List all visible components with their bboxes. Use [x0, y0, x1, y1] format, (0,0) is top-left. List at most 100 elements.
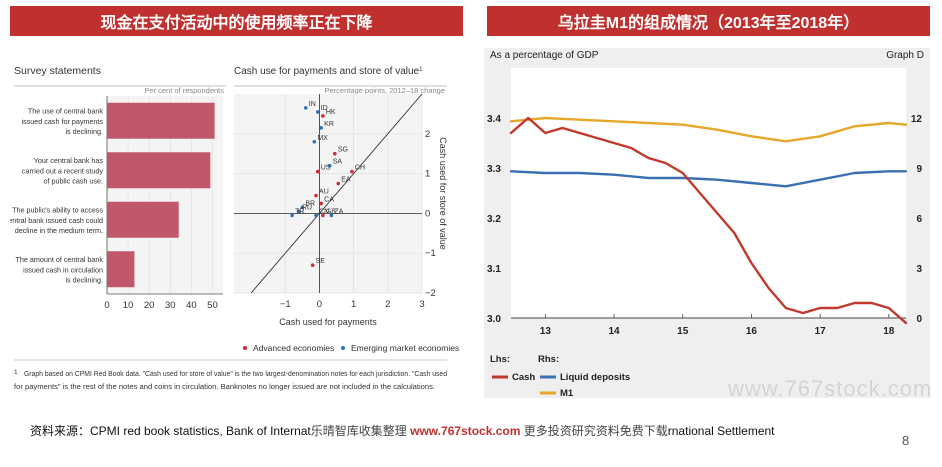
scatter-x-tick-label: 3: [419, 299, 424, 310]
bar-x-tick-label: 30: [165, 300, 176, 311]
bar-x-tick-label: 0: [104, 300, 109, 311]
scatter-point: [314, 193, 318, 198]
scatter-x-tick-label: −1: [280, 299, 291, 310]
scatter-subtitle: Percentage points, 2012–18 change: [324, 86, 445, 95]
scatter-point-label: RU: [302, 204, 312, 211]
scatter-point: [310, 263, 315, 267]
left-charts-svg: Survey statements Per cent of respondents…: [5, 65, 459, 391]
scatter-x-tick-label: 0: [317, 299, 322, 310]
legend-m1-label: M1: [560, 388, 574, 398]
bar-category-label: decline in the medium term.: [15, 226, 103, 235]
bar-category-label: issued cash for payments: [22, 117, 104, 126]
overlay-site[interactable]: www.767stock.com: [410, 424, 521, 438]
legend-marker-advanced: [243, 346, 247, 350]
scatter-point-label: IN: [309, 101, 316, 108]
scatter-point-label: US: [321, 165, 331, 172]
legend-lhs-heading: Lhs:: [490, 354, 510, 365]
scatter-x-axis-title: Cash used for payments: [279, 317, 377, 327]
bar-category-label: Your central bank has: [34, 156, 104, 165]
scatter-point-label: BR: [305, 200, 315, 207]
scatter-point: [350, 169, 354, 174]
scatter-x-tick-label: 2: [385, 299, 390, 310]
page-number: 8: [902, 433, 910, 448]
source-footer: 资料来源：CPMI red book statistics, Bank of I…: [30, 422, 775, 439]
bar-category-label: is declining.: [65, 276, 103, 285]
line-x-tick-label: 13: [540, 326, 552, 337]
left-axis-tick-label: 3.2: [487, 214, 501, 225]
bar-category-label: The amount of central bank: [16, 255, 104, 264]
scatter-plot-background: [234, 94, 422, 293]
bar: [107, 251, 135, 288]
line-x-tick-label: 16: [746, 326, 758, 337]
scatter-point: [319, 126, 323, 130]
scatter-point-label: KR: [324, 121, 334, 128]
scatter-diagonal-line: [250, 93, 423, 294]
scatter-point: [327, 163, 332, 168]
right-axis-tick-label: 12: [911, 114, 923, 125]
right-axis-tick-label: 6: [916, 214, 922, 225]
bar: [107, 102, 215, 139]
scatter-point-label: CN: [319, 208, 329, 215]
bar-category-label: of public cash use.: [43, 177, 103, 186]
bar-category-label: is declining.: [65, 127, 103, 136]
left-axis-tick-label: 3.3: [487, 164, 501, 175]
footnote-marker: 1: [14, 369, 18, 376]
scatter-title-footnote-marker: 1: [419, 67, 423, 73]
scatter-point-label: GB: [326, 208, 336, 215]
left-chart-panel: Survey statements Per cent of respondents…: [5, 48, 463, 396]
legend-label-advanced: Advanced economies: [253, 343, 334, 353]
bar-category-label: issued cash in circulation: [23, 265, 103, 274]
bar-x-tick-label: 50: [207, 300, 218, 311]
watermark: www.767stock.com: [728, 376, 933, 401]
left-axis-tick-label: 3.4: [487, 114, 501, 125]
scatter-point: [303, 106, 308, 110]
scatter-y-tick-label: 2: [425, 129, 430, 140]
line-series-cash: [509, 116, 908, 325]
bar-x-tick-label: 20: [144, 300, 155, 311]
line-series-liquid-deposits: [509, 170, 908, 188]
bar-chart-unit-label: Per cent of respondents: [144, 86, 224, 95]
line-chart-unit-title: As a percentage of GDP: [490, 50, 599, 61]
scatter-title: Cash use for payments and store of value…: [234, 66, 423, 77]
legend-liquid-deposits-label: Liquid deposits: [560, 372, 630, 383]
scatter-point-label: ID: [321, 105, 328, 112]
right-axis-tick-label: 0: [916, 314, 922, 325]
right-axis-tick-label: 3: [916, 264, 922, 275]
scatter-point: [321, 114, 325, 118]
scatter-point: [300, 205, 305, 210]
scatter-point: [297, 209, 301, 214]
left-banner-title: 现金在支付活动中的使用频率正在下降: [10, 6, 463, 36]
scatter-point-label: CH: [355, 165, 365, 172]
scatter-point: [329, 213, 334, 218]
scatter-point-label: HK: [326, 109, 336, 116]
bar-x-tick-label: 10: [123, 300, 134, 311]
scatter-point-label: SE: [316, 258, 326, 265]
scatter-point-label: TR: [295, 208, 304, 215]
bar-category-label: carried out a recent study: [22, 166, 104, 175]
bar-chart-title: Survey statements: [14, 65, 101, 77]
scatter-point-label: SA: [333, 159, 343, 166]
right-axis-tick-label: 9: [916, 164, 922, 175]
scatter-point: [336, 181, 341, 186]
scatter-y-axis-title: Cash used for store of value: [438, 137, 448, 250]
line-x-tick-label: 15: [677, 326, 689, 337]
scatter-y-tick-label: 1: [425, 169, 430, 180]
scatter-point: [333, 151, 337, 156]
scatter-point: [312, 139, 317, 144]
legend-rhs-heading: Rhs:: [538, 354, 559, 365]
m1-line-chart-svg: As a percentage of GDP Graph D 3.0 3.1 3.2 3.…: [487, 50, 924, 399]
scatter-point-label: MX: [317, 135, 328, 142]
scatter-point-label: CA: [324, 196, 334, 203]
scatter-point: [315, 110, 320, 114]
bar-category-label: The use of central bank: [28, 106, 104, 115]
line-plot-background: [511, 68, 906, 318]
bar: [107, 152, 211, 189]
scatter-point-label: AU: [319, 188, 329, 195]
scatter-y-tick-label: −2: [425, 288, 436, 299]
bar-category-label: central bank issued cash could: [10, 216, 103, 225]
legend-marker-emerging: [341, 346, 345, 350]
legend-label-emerging: Emerging market economies: [351, 343, 459, 353]
overlay-text: 乐晴智库收集整理: [310, 424, 407, 438]
source-suffix: rnational Settlement: [667, 424, 775, 438]
line-x-tick-label: 14: [608, 326, 620, 337]
